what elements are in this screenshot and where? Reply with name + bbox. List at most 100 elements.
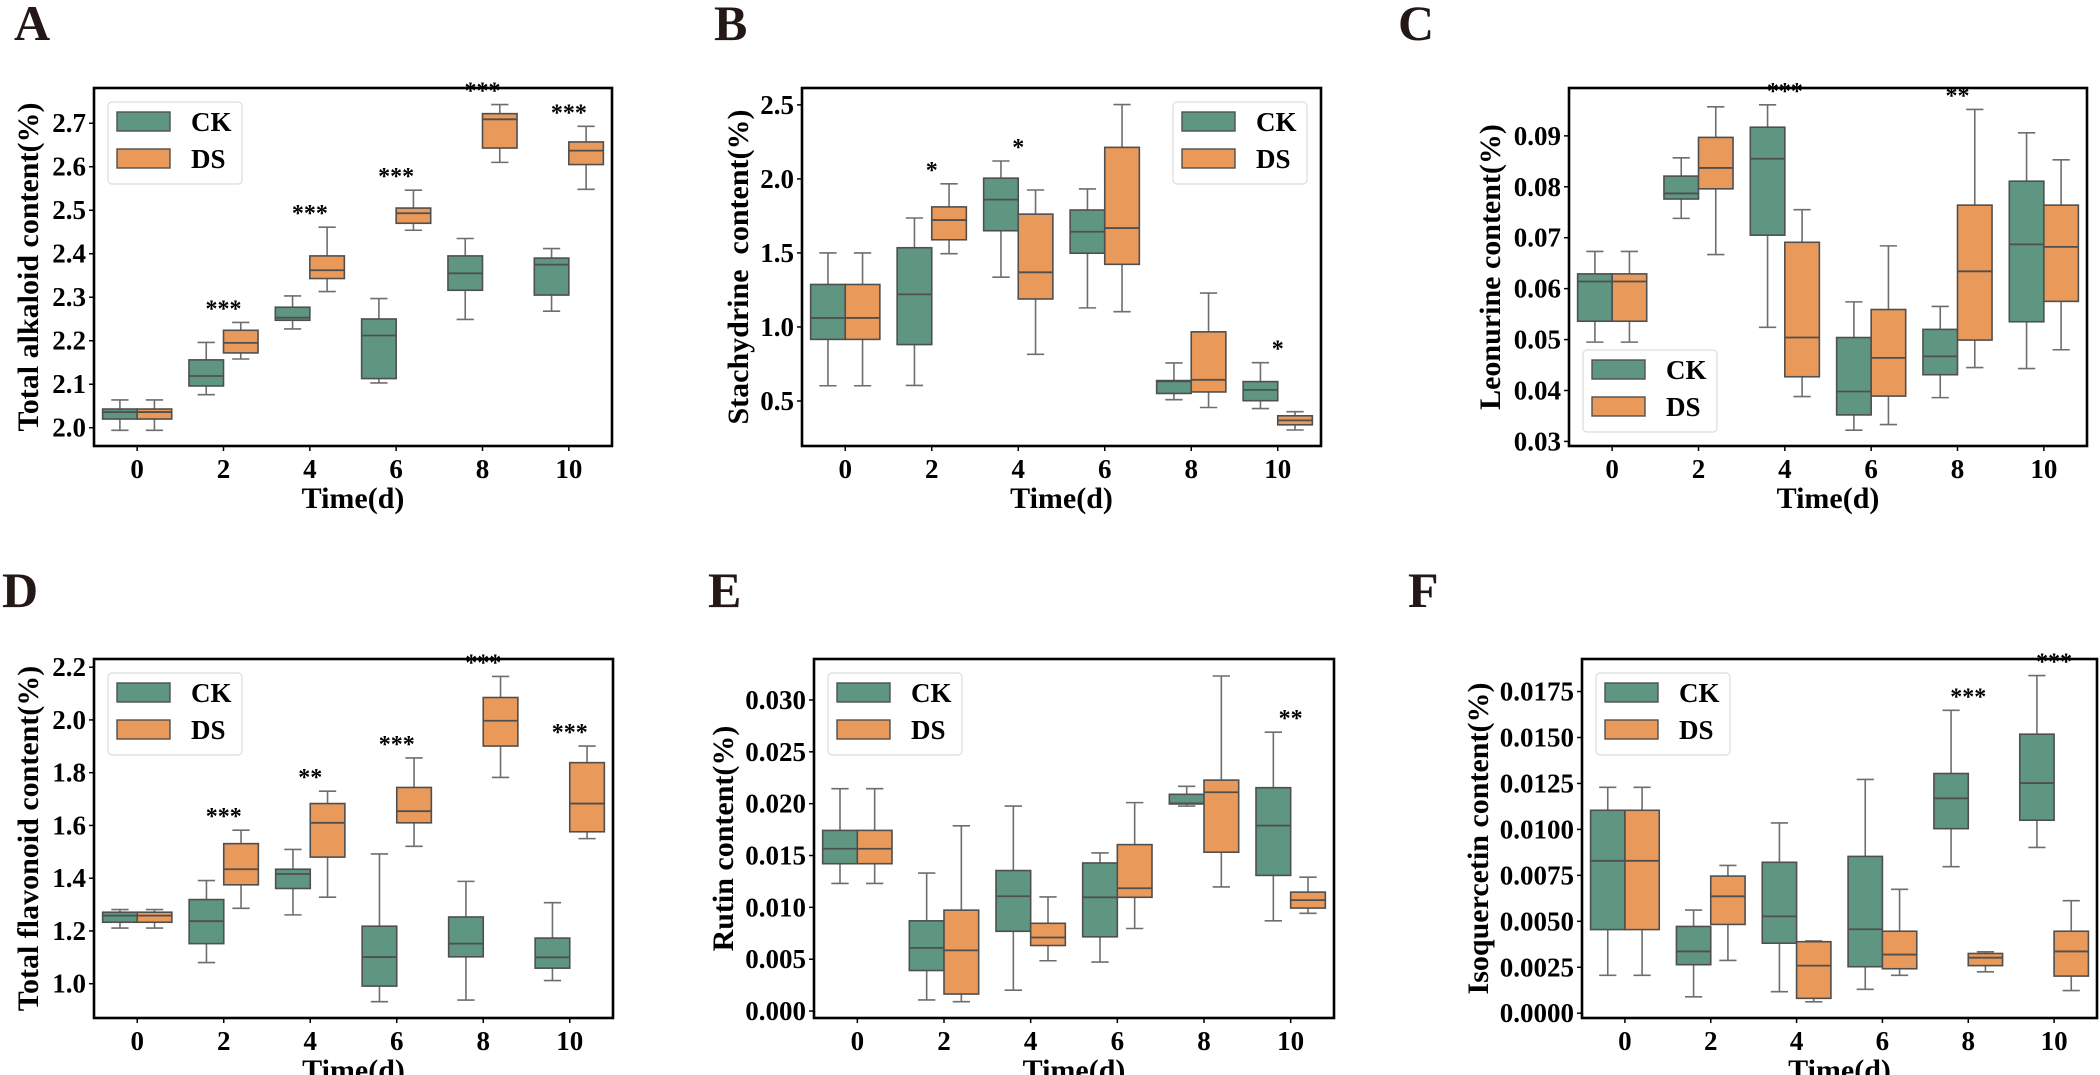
legend-label-ds: DS	[1666, 392, 1701, 422]
y-tick-label: 0.005	[745, 944, 806, 974]
legend-swatch-ds	[836, 719, 891, 740]
box-ck-t2	[188, 879, 225, 964]
y-tick-label: 0.08	[1514, 172, 1561, 202]
box-iqr	[2043, 204, 2080, 303]
box-iqr	[1697, 136, 1734, 190]
box-ds-t4	[1017, 189, 1054, 356]
box-ck-t6	[1847, 778, 1884, 991]
y-tick-label: 0.09	[1514, 121, 1561, 151]
box-iqr	[309, 255, 346, 280]
box-iqr	[222, 329, 259, 354]
panel-letter: B	[714, 0, 747, 51]
y-tick-label: 2.3	[52, 282, 86, 312]
y-axis-label: Total alkaloid content(%)	[12, 103, 45, 432]
significance-label: *	[1272, 337, 1284, 363]
panel-e: E ** 0.000 0.005 0.010 0.015 0.020 0.025 0.030 0 2…	[707, 562, 1336, 1075]
box-ds-t2	[943, 825, 980, 1003]
box-iqr	[821, 829, 859, 865]
y-tick-label: 1.8	[52, 758, 86, 788]
y-tick-label: 0.0150	[1500, 722, 1574, 752]
significance-label: ***	[378, 164, 414, 190]
box-iqr	[1881, 930, 1918, 970]
box-iqr	[1663, 175, 1700, 200]
y-tick-label: 0.0025	[1500, 952, 1574, 982]
box-iqr	[1624, 809, 1661, 931]
box-iqr	[101, 408, 138, 420]
box-iqr	[844, 283, 881, 341]
box-ds-t2	[930, 182, 968, 255]
y-axis-label: Total flavonoid content(%)	[12, 666, 45, 1012]
x-tick-label: 2	[1692, 454, 1706, 484]
legend: CK DS	[107, 101, 243, 185]
box-iqr	[1203, 779, 1240, 853]
legend-swatch-ck	[116, 682, 171, 703]
box-ck-t4	[995, 805, 1032, 992]
box-iqr	[1847, 855, 1884, 968]
box-ck-t2	[1675, 909, 1712, 998]
box-ds-t0	[136, 908, 173, 929]
box-ck-t4	[274, 295, 311, 330]
y-tick-label: 0.020	[745, 789, 806, 819]
y-axis-label: Stachydrine content(%)	[722, 110, 755, 425]
box-iqr	[1967, 952, 2004, 967]
box-iqr	[482, 696, 519, 747]
x-axis-label: Time(d)	[1010, 482, 1113, 515]
y-tick-label: 2.6	[52, 152, 86, 182]
x-tick-label: 8	[477, 1026, 491, 1056]
box-ds-t0	[1611, 250, 1648, 343]
box-iqr	[1784, 241, 1821, 378]
x-tick-label: 4	[1012, 454, 1026, 484]
box-iqr	[1029, 922, 1067, 947]
legend-label-ck: CK	[191, 107, 232, 137]
box-ds-t8	[1967, 951, 2004, 973]
y-tick-label: 0.000	[745, 996, 806, 1026]
x-tick-label: 6	[1864, 454, 1878, 484]
box-iqr	[1956, 204, 1993, 341]
x-axis-label: Time(d)	[302, 482, 405, 515]
box-ds-t8	[1190, 292, 1227, 409]
legend-label-ds: DS	[1679, 715, 1714, 745]
box-ds-t4	[309, 790, 346, 898]
box-ck-t2	[188, 341, 225, 396]
x-tick-label: 10	[2041, 1026, 2068, 1056]
legend: CK DS	[107, 672, 243, 756]
box-iqr	[856, 829, 893, 865]
y-tick-label: 2.4	[52, 239, 86, 269]
x-tick-label: 2	[1704, 1026, 1718, 1056]
box-iqr	[1709, 875, 1746, 926]
y-tick-label: 0.025	[745, 737, 806, 767]
box-iqr	[1103, 146, 1141, 266]
legend-swatch-ck	[1591, 359, 1646, 380]
y-axis-label: Rutin content(%)	[707, 726, 740, 952]
x-tick-label: 10	[2030, 454, 2057, 484]
box-iqr	[995, 869, 1032, 933]
axes-frame	[812, 657, 1336, 1020]
box-ds-t10	[1289, 876, 1327, 915]
axes-frame	[92, 657, 615, 1020]
box-iqr	[1116, 843, 1153, 899]
legend: CK DS	[827, 672, 963, 756]
x-tick-label: 8	[1185, 454, 1199, 484]
box-iqr	[1835, 336, 1872, 416]
x-tick-label: 2	[925, 454, 939, 484]
y-tick-label: 0.015	[745, 841, 806, 871]
significance-label: ***	[465, 650, 501, 676]
significance-label: ***	[2036, 650, 2072, 676]
significance-label: ***	[1950, 684, 1986, 710]
box-iqr	[2008, 180, 2045, 323]
significance-label: ***	[552, 720, 588, 746]
significance-label: **	[298, 765, 322, 791]
box-ck-t2	[896, 217, 933, 387]
significance-label: *	[1012, 135, 1024, 161]
significance-label: ***	[206, 296, 242, 322]
y-tick-label: 0.0100	[1500, 814, 1574, 844]
legend-label-ds: DS	[191, 144, 226, 174]
box-ds-t6	[1881, 888, 1918, 977]
panel-letter: D	[2, 562, 38, 618]
significance-label: *	[926, 158, 938, 184]
y-tick-label: 0.06	[1514, 274, 1561, 304]
panel-letter: E	[708, 562, 741, 618]
y-tick-label: 2.1	[52, 369, 86, 399]
legend-label-ds: DS	[191, 715, 226, 745]
significance-label: ***	[292, 201, 328, 227]
